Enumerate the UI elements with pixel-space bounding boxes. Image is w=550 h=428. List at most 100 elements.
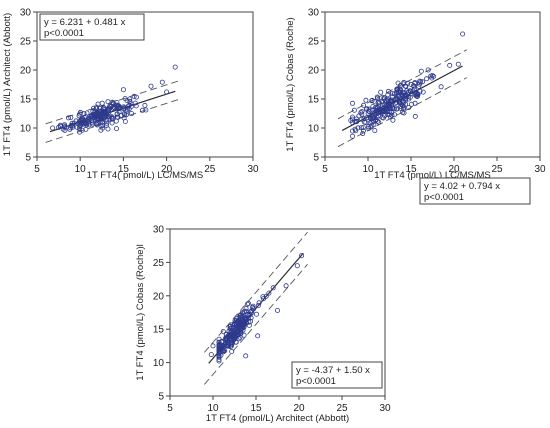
scatter-plot-1: 5 10 15 20 25 30 5 10 15 20 25 30 1T FT4( pmol/L) LC… (2, 8, 259, 182)
data-point (408, 81, 414, 87)
data-point (229, 340, 235, 346)
y-tick-label: 15 (308, 95, 320, 106)
data-point (359, 109, 365, 115)
data-point (373, 111, 379, 117)
data-point (385, 92, 391, 98)
series-group (337, 31, 468, 148)
equation-frame (291, 361, 383, 389)
data-point (232, 332, 238, 338)
y-tick-label: 10 (308, 124, 320, 135)
y-tick-label: 5 (158, 392, 164, 403)
x-tick-label: 10 (207, 403, 219, 414)
regression-equation: y = -4.37 + 1.50 x (296, 365, 370, 376)
data-point (97, 108, 103, 114)
data-point (128, 101, 134, 107)
data-point (244, 301, 250, 307)
data-point (159, 79, 165, 85)
data-point (420, 89, 426, 95)
x-tick-label: 10 (362, 164, 374, 175)
data-point (101, 112, 107, 118)
data-point (394, 91, 400, 97)
data-point (406, 105, 412, 111)
equation-box: y = -4.37 + 1.50 xp<0.0001 (291, 361, 383, 389)
x-tick-label: 30 (247, 164, 259, 175)
data-point (220, 349, 226, 355)
data-point (62, 127, 68, 133)
data-point (216, 343, 222, 349)
data-point (408, 91, 414, 97)
data-point (105, 106, 111, 112)
equation-frame (419, 177, 531, 205)
data-point (238, 323, 244, 329)
series-group (45, 64, 180, 143)
data-point (103, 117, 109, 123)
data-point (349, 100, 355, 106)
data-point (62, 122, 68, 128)
data-point (142, 102, 148, 108)
data-point (253, 311, 259, 317)
data-point (358, 125, 364, 131)
data-point (120, 87, 126, 93)
data-point (62, 124, 68, 130)
data-point (216, 354, 222, 360)
data-point (224, 343, 230, 349)
data-point (383, 102, 389, 108)
y-tick-label: 10 (153, 358, 165, 369)
data-point (125, 103, 131, 109)
y-tick-label: 20 (153, 291, 165, 302)
data-point (93, 113, 99, 119)
data-point (355, 125, 361, 131)
data-point (405, 89, 411, 95)
data-point (361, 116, 367, 122)
x-tick-label: 20 (161, 164, 173, 175)
data-point (164, 89, 170, 95)
data-point (133, 94, 139, 100)
data-point (106, 109, 112, 115)
p-value: p<0.0001 (296, 376, 336, 387)
data-point (270, 285, 276, 291)
data-point (143, 107, 149, 113)
data-point (222, 337, 228, 343)
data-point (109, 99, 115, 105)
data-point (400, 109, 406, 115)
lower-prediction-line (204, 263, 308, 385)
data-point (375, 95, 381, 101)
data-point (127, 96, 133, 102)
data-point (455, 61, 461, 67)
y-tick-label: 25 (308, 37, 320, 48)
data-point (349, 120, 355, 126)
data-point (229, 348, 235, 354)
x-tick-label: 5 (167, 403, 173, 414)
data-point (237, 313, 243, 319)
data-point (95, 101, 101, 107)
data-point (393, 99, 399, 105)
data-point (429, 73, 435, 79)
data-point (365, 124, 371, 130)
x-axis-label: 1T FT4 (pmol/L) LC/MS/MS (374, 170, 491, 181)
data-point (227, 323, 233, 329)
x-tick-label: 5 (34, 164, 40, 175)
regression-equation: y = 4.02 + 0.794 x (424, 181, 500, 192)
data-point (385, 112, 391, 118)
data-point (83, 126, 89, 132)
y-tick-label: 20 (308, 66, 320, 77)
data-point (382, 113, 388, 119)
data-point (241, 332, 247, 338)
data-point (247, 309, 253, 315)
data-point (112, 105, 118, 111)
data-point (401, 95, 407, 101)
data-point (114, 126, 120, 132)
x-tick-label: 10 (75, 164, 87, 175)
data-point (73, 118, 79, 124)
data-point (360, 125, 366, 131)
data-point (388, 98, 394, 104)
data-point (447, 62, 453, 68)
data-point (397, 82, 403, 88)
data-point (236, 336, 242, 342)
y-tick-label: 25 (153, 258, 165, 269)
x-tick-label: 20 (448, 164, 460, 175)
data-point (425, 67, 431, 73)
y-tick-label: 15 (20, 95, 32, 106)
data-point (210, 343, 216, 349)
y-tick-label: 30 (20, 8, 32, 19)
